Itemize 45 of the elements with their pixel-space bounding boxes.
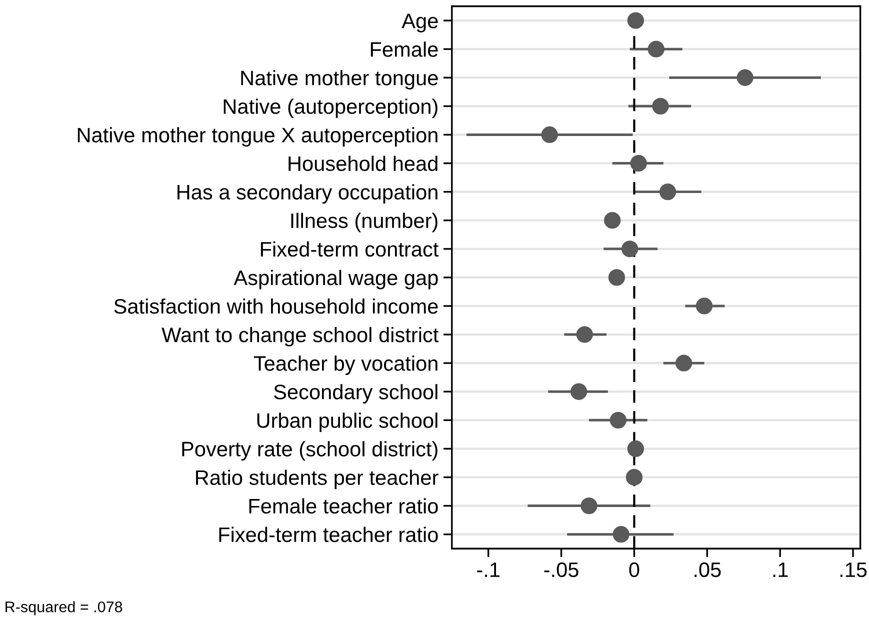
y-tick-label: Ratio students per teacher bbox=[196, 470, 438, 490]
y-tick-label: Native mother tongue bbox=[241, 70, 438, 90]
point bbox=[626, 468, 643, 486]
text: R-squared = .078 bbox=[6, 601, 122, 616]
y-tick-label: Native mother tongue X autoperception bbox=[78, 127, 438, 147]
y-tick-label: Has a secondary occupation bbox=[178, 184, 438, 204]
y-tick-label: Want to change school district bbox=[162, 326, 439, 346]
y-tick-label: Teacher by vocation bbox=[254, 356, 438, 375]
x-tick-label: -.05 bbox=[544, 562, 578, 578]
point bbox=[541, 126, 558, 144]
y-tick-label: Aspirational wage gap bbox=[234, 270, 438, 290]
point bbox=[580, 497, 598, 514]
point bbox=[652, 98, 669, 115]
y-tick-label: Native (autoperception) bbox=[224, 98, 438, 118]
point bbox=[608, 269, 626, 286]
y-tick-label: Household head bbox=[288, 156, 438, 172]
point bbox=[696, 298, 713, 314]
x-tick-label: .15 bbox=[840, 562, 867, 578]
point bbox=[622, 240, 638, 258]
y-tick-label: Fixed-term contract bbox=[260, 241, 439, 257]
point bbox=[570, 383, 588, 400]
y-tick-label: Urban public school bbox=[257, 412, 438, 432]
y-tick-label: Illness (number) bbox=[291, 212, 438, 232]
y-tick-label: Secondary school bbox=[274, 384, 438, 404]
y-tick-label: Fixed-term teacher ratio bbox=[219, 526, 438, 542]
y-tick-label: Satisfaction with household income bbox=[114, 298, 438, 314]
y-tick-label: Female teacher ratio bbox=[249, 498, 438, 514]
y-tick-label: Poverty rate (school district) bbox=[182, 441, 438, 461]
point bbox=[627, 12, 644, 29]
point bbox=[612, 526, 630, 543]
point bbox=[675, 354, 692, 372]
point bbox=[576, 326, 593, 343]
x-tick-label: 0 bbox=[629, 562, 640, 578]
point bbox=[648, 40, 664, 58]
x-tick-label: -.1 bbox=[477, 562, 500, 577]
point bbox=[604, 212, 621, 229]
point bbox=[630, 154, 647, 172]
point bbox=[610, 412, 627, 429]
y-tick-label: Female bbox=[370, 42, 438, 57]
x-tick-label: .05 bbox=[694, 562, 721, 578]
point bbox=[736, 69, 754, 86]
y-tick-label: Age bbox=[402, 14, 438, 32]
point bbox=[659, 183, 676, 200]
x-tick-label: .1 bbox=[773, 562, 788, 577]
point bbox=[627, 440, 644, 458]
